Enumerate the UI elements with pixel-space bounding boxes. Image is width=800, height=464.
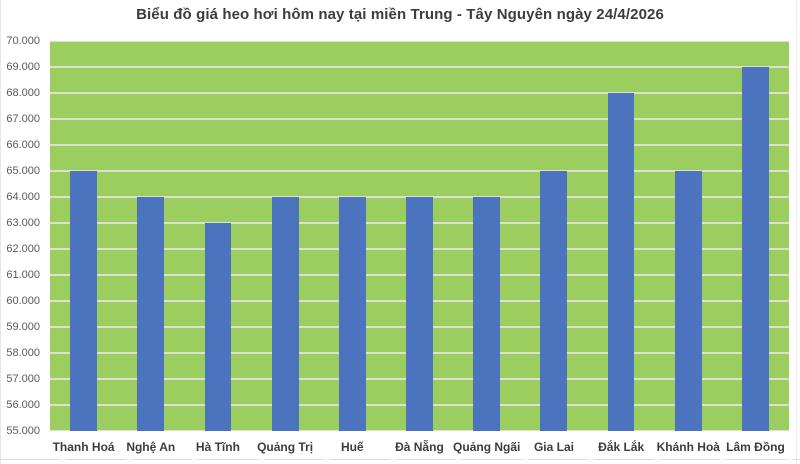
chart-title: Biểu đồ giá heo hơi hôm nay tại miền Tru… xyxy=(136,6,664,23)
y-tick-label: 57.000 xyxy=(6,373,40,385)
y-tick-label: 70.000 xyxy=(6,35,40,47)
right-edge-divider xyxy=(796,0,797,464)
bar-quang-tri xyxy=(271,197,299,431)
y-tick-label: 63.000 xyxy=(6,217,40,229)
x-tick-label: Lâm Đồng xyxy=(726,440,785,454)
y-tick-label: 62.000 xyxy=(6,243,40,255)
bar-da-nang xyxy=(406,197,433,431)
y-tick-label: 64.000 xyxy=(6,191,40,203)
y-tick-label: 58.000 xyxy=(6,347,40,359)
x-tick-label: Đà Nẵng xyxy=(395,440,444,454)
gridline xyxy=(50,92,789,94)
bar-dak-lak xyxy=(607,93,635,431)
x-tick-label: Đắk Lắk xyxy=(598,440,645,454)
x-tick-label: Khánh Hoà xyxy=(656,440,720,454)
y-tick-label: 65.000 xyxy=(6,165,40,177)
y-tick-label: 59.000 xyxy=(6,321,40,333)
x-tick-label: Hà Tĩnh xyxy=(195,440,240,454)
plot-area xyxy=(50,41,789,431)
bar-quang-ngai xyxy=(473,197,501,431)
bar-lam-dong xyxy=(742,67,769,431)
x-axis: Thanh Hoá Nghệ An Hà Tĩnh Quảng Trị Huế Đà Nẵ… xyxy=(50,436,789,458)
gridline xyxy=(50,170,789,172)
y-tick-label: 56.000 xyxy=(6,399,40,411)
y-axis: 55.000 56.000 57.000 58.000 59.000 60.000 61.0… xyxy=(0,0,40,464)
y-tick-label: 60.000 xyxy=(6,295,40,307)
y-tick-label: 68.000 xyxy=(6,87,40,99)
gridline xyxy=(50,41,789,42)
bar-gia-lai xyxy=(540,171,568,431)
y-tick-label: 61.000 xyxy=(6,269,40,281)
bar-nghe-an xyxy=(137,197,165,431)
gridline xyxy=(50,66,789,68)
y-tick-label: 69.000 xyxy=(6,61,40,73)
gridline xyxy=(50,118,789,120)
left-edge-divider xyxy=(0,0,1,464)
y-tick-label: 67.000 xyxy=(6,113,40,125)
bar-thanh-hoa xyxy=(70,171,98,431)
x-tick-label: Thanh Hoá xyxy=(52,440,115,454)
bar-hue xyxy=(338,197,366,431)
y-tick-label: 55.000 xyxy=(6,425,40,437)
bar-ha-tinh xyxy=(204,223,232,431)
bar-khanh-hoa xyxy=(674,171,702,431)
bottom-divider xyxy=(0,459,800,460)
gridline xyxy=(50,144,789,146)
x-tick-label: Gia Lai xyxy=(533,440,574,454)
x-tick-label: Quảng Ngãi xyxy=(453,440,521,454)
x-tick-label: Huế xyxy=(340,440,364,454)
x-tick-label: Nghệ An xyxy=(126,440,176,454)
y-tick-label: 66.000 xyxy=(6,139,40,151)
x-tick-label: Quảng Trị xyxy=(257,440,314,454)
